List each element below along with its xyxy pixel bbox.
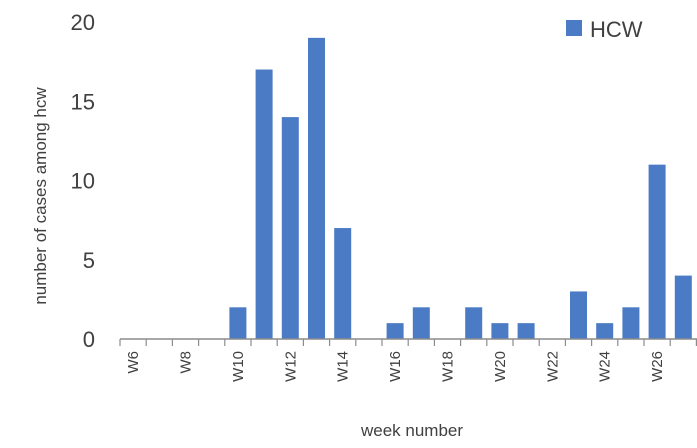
x-tick-label: W20: [492, 351, 509, 382]
x-tick-label: W26: [649, 351, 666, 382]
legend-label-hcw: HCW: [590, 17, 643, 42]
y-axis-ticks: 0 5 10 15 20: [71, 10, 95, 352]
legend: HCW: [566, 17, 643, 42]
bar-w20: [491, 323, 509, 339]
bar-series-hcw: [229, 37, 692, 340]
x-tick-label: W6: [125, 351, 142, 374]
bar-w26: [648, 164, 666, 339]
x-tick-label: W8: [178, 351, 195, 374]
x-tick-label: W14: [335, 351, 352, 382]
y-tick-label: 0: [83, 327, 95, 352]
x-tick-label: W10: [230, 351, 247, 382]
bar-w24: [596, 323, 614, 339]
x-axis-title: week number: [360, 421, 463, 440]
bar-w11: [255, 69, 273, 340]
x-tick-label: W16: [387, 351, 404, 382]
bar-w12: [281, 117, 299, 339]
legend-swatch-hcw: [566, 20, 582, 36]
y-tick-label: 15: [71, 89, 95, 114]
y-tick-label: 20: [71, 10, 95, 35]
x-axis-ticks: W6 W8 W10 W12 W14 W16 W18 W20 W22 W24 W26: [119, 339, 697, 382]
bar-w25: [622, 307, 640, 339]
bar-w16: [386, 323, 404, 339]
x-tick-label: W18: [440, 351, 457, 382]
bar-w17: [412, 307, 430, 339]
bar-w19: [465, 307, 483, 339]
bar-w13: [308, 37, 325, 339]
bar-w10: [229, 307, 247, 339]
y-tick-label: 10: [71, 169, 95, 194]
bar-w27: [674, 275, 692, 339]
bar-w23: [570, 291, 587, 339]
bar-w14: [334, 228, 352, 339]
bar-w21: [517, 323, 535, 339]
y-tick-label: 5: [83, 248, 95, 273]
x-tick-label: W24: [597, 351, 614, 382]
y-axis-title: number of cases among hcw: [31, 87, 50, 305]
x-tick-label: W12: [282, 351, 299, 382]
x-tick-label: W22: [544, 351, 561, 382]
